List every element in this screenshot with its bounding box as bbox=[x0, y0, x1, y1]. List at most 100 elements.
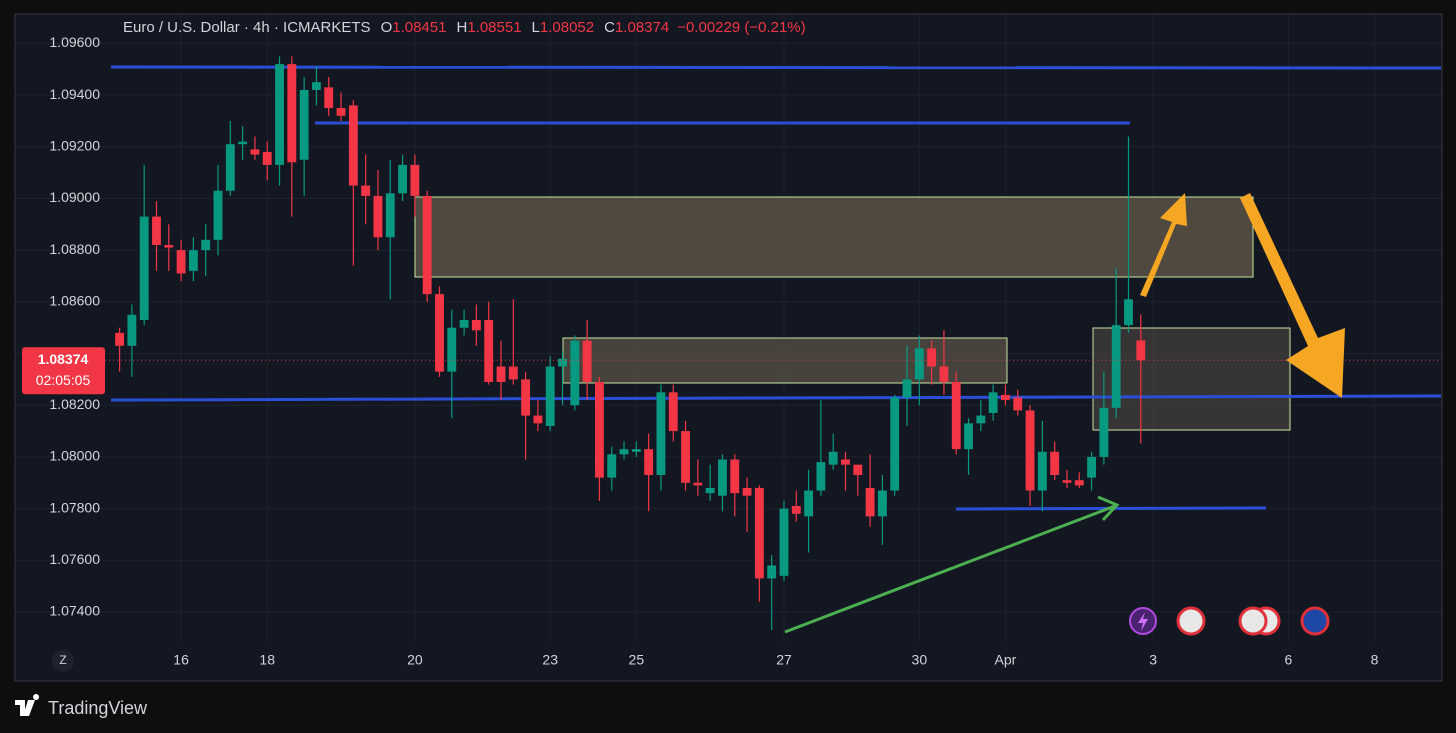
arrow bbox=[1240, 193, 1345, 398]
ohlc-label: L bbox=[532, 19, 540, 36]
candle-body bbox=[238, 141, 248, 145]
candle-body bbox=[250, 149, 260, 155]
event-icon[interactable] bbox=[1238, 606, 1268, 636]
countdown-label: 02:05:05 bbox=[36, 372, 91, 388]
candle-body bbox=[533, 415, 543, 424]
y-tick-label: 1.09600 bbox=[49, 34, 100, 50]
candle-body bbox=[484, 319, 494, 382]
candle-body bbox=[127, 314, 137, 346]
ohlc-label: O bbox=[381, 19, 393, 36]
candle-body bbox=[361, 185, 371, 196]
x-tick-label: 30 bbox=[912, 652, 928, 668]
x-tick-label: 23 bbox=[542, 652, 558, 668]
candle-body bbox=[914, 348, 924, 380]
x-tick-label: 25 bbox=[629, 652, 645, 668]
event-icon[interactable] bbox=[1176, 606, 1206, 636]
candle-body bbox=[201, 239, 211, 251]
candle-body bbox=[644, 449, 654, 476]
candle-body bbox=[767, 565, 777, 579]
x-tick-label: 8 bbox=[1371, 652, 1379, 668]
y-tick-label: 1.07800 bbox=[49, 499, 100, 515]
ohlc-value: 1.08374 bbox=[615, 19, 669, 36]
brand-name: TradingView bbox=[48, 698, 148, 718]
candle-body bbox=[213, 190, 223, 240]
arrow-head bbox=[1097, 495, 1120, 522]
candle-body bbox=[176, 250, 186, 274]
candle-body bbox=[1013, 397, 1023, 411]
candle-body bbox=[496, 366, 506, 382]
arrow bbox=[1140, 193, 1187, 297]
level-line bbox=[110, 65, 1442, 70]
y-tick-label: 1.08000 bbox=[49, 448, 100, 464]
candle-body bbox=[188, 250, 198, 271]
zoom-button[interactable] bbox=[52, 650, 74, 672]
x-tick-label: 27 bbox=[776, 652, 792, 668]
candle-body bbox=[718, 459, 727, 496]
candle-body bbox=[594, 381, 604, 478]
y-tick-label: 1.09200 bbox=[49, 138, 100, 154]
candle-body bbox=[1037, 451, 1047, 491]
candle-body bbox=[779, 508, 789, 576]
x-tick-label: 16 bbox=[173, 652, 189, 668]
y-tick-label: 1.09400 bbox=[49, 86, 100, 102]
event-icon[interactable] bbox=[1300, 606, 1330, 636]
axes: 1.074001.076001.078001.080001.082001.084… bbox=[22, 34, 1379, 668]
candle-body bbox=[1111, 325, 1121, 408]
x-tick-label: 18 bbox=[259, 652, 275, 668]
candle-body bbox=[521, 379, 531, 416]
candle-body bbox=[336, 108, 346, 116]
candle-body bbox=[988, 392, 998, 413]
ohlc-value: 1.08052 bbox=[540, 19, 594, 36]
candle-body bbox=[275, 64, 284, 165]
candle-body bbox=[631, 449, 641, 452]
zoom-button-label[interactable]: Z bbox=[59, 653, 66, 667]
candle-body bbox=[742, 487, 752, 496]
candle-body bbox=[471, 319, 481, 331]
candle-body bbox=[435, 294, 444, 372]
candle-body bbox=[545, 366, 555, 426]
candle-body bbox=[902, 379, 912, 398]
x-tick-label: Apr bbox=[995, 652, 1017, 668]
y-tick-label: 1.08600 bbox=[49, 293, 100, 309]
candle-body bbox=[705, 487, 715, 494]
candle-body bbox=[459, 319, 469, 328]
candle-body bbox=[1087, 456, 1097, 478]
candle-body bbox=[927, 348, 937, 367]
candle-body bbox=[619, 449, 629, 455]
last-price-tag bbox=[22, 347, 105, 395]
candle-body bbox=[348, 105, 358, 186]
candle-body bbox=[164, 245, 174, 248]
level-line bbox=[110, 394, 1442, 402]
change: −0.00229 (−0.21%) bbox=[677, 19, 805, 36]
candle-body bbox=[570, 340, 580, 406]
candle-body bbox=[681, 431, 690, 483]
candle-body bbox=[115, 332, 125, 346]
candles bbox=[105, 56, 1441, 631]
icon-bolt bbox=[1138, 612, 1148, 631]
symbol-title: Euro / U.S. Dollar · 4h · ICMARKETS bbox=[123, 19, 371, 36]
candle-body bbox=[939, 366, 949, 382]
annotations bbox=[784, 193, 1345, 634]
y-tick-label: 1.08200 bbox=[49, 396, 100, 412]
candle-body bbox=[1050, 451, 1060, 476]
candle-body bbox=[754, 487, 764, 579]
candle-body bbox=[398, 164, 407, 194]
branding: TradingView bbox=[15, 694, 148, 718]
candle-body bbox=[1062, 480, 1072, 483]
candle-body bbox=[865, 487, 875, 517]
candle-body bbox=[1074, 480, 1084, 486]
candle-body bbox=[287, 64, 297, 163]
candle-body bbox=[976, 415, 986, 424]
candle-body bbox=[951, 381, 961, 450]
x-tick-label: 3 bbox=[1149, 652, 1157, 668]
event-icons bbox=[1129, 606, 1330, 636]
candle-body bbox=[828, 451, 838, 465]
ohlc-label: C bbox=[604, 19, 615, 36]
candle-body bbox=[693, 482, 703, 486]
candle-body bbox=[1099, 407, 1109, 457]
candle-body bbox=[730, 459, 740, 494]
ohlc-value: 1.08551 bbox=[467, 19, 521, 36]
candle-body bbox=[139, 216, 149, 320]
